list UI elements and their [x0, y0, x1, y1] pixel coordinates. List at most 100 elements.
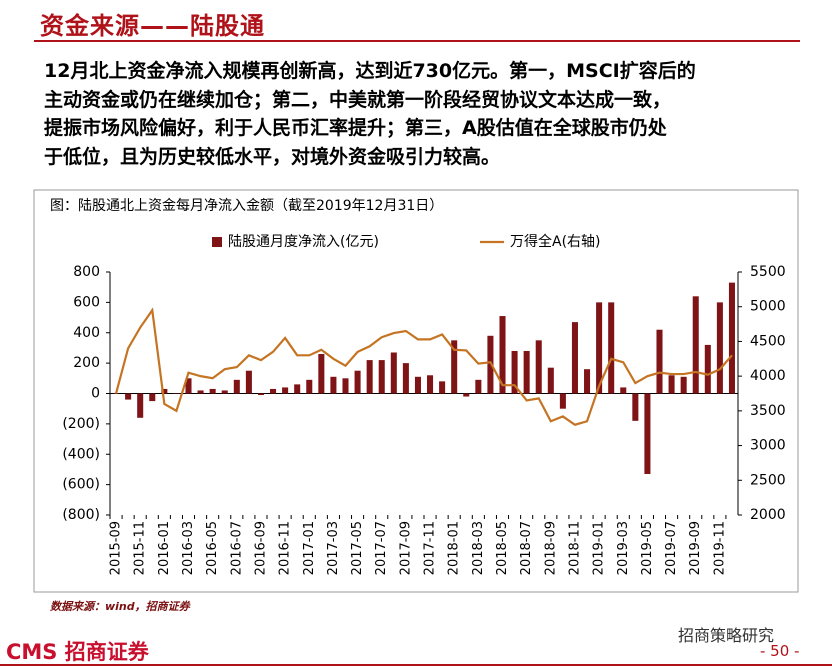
x-tick-label: 2016-09 [253, 521, 268, 575]
bar [185, 378, 192, 394]
x-tick-label: 2018-07 [519, 521, 534, 575]
footer-rule [0, 664, 832, 666]
x-tick-label: 2016-11 [278, 521, 293, 575]
bar [221, 390, 228, 394]
paragraph-line: 提振市场风险偏好，利于人民币汇率提升；第三，A股估值在全球股市仍处 [44, 117, 667, 139]
x-tick-label: 2018-09 [543, 521, 558, 575]
x-tick-label: 2017-01 [302, 521, 317, 575]
x-tick-label: 2019-01 [592, 521, 607, 575]
x-tick-label: 2015-09 [109, 521, 124, 575]
bar [608, 302, 615, 394]
bar [427, 375, 434, 394]
y-tick-label: (600) [62, 477, 100, 493]
bar [680, 376, 687, 394]
bar [390, 352, 397, 394]
x-tick-label: 2019-07 [664, 521, 679, 575]
x-tick-label: 2018-03 [471, 521, 486, 575]
y2-tick-label: 3000 [750, 438, 786, 454]
bar [330, 376, 337, 394]
y-tick-label: 200 [73, 355, 100, 371]
x-tick-label: 2016-05 [205, 521, 220, 575]
bar [318, 354, 325, 394]
page-number: - 50 - [760, 642, 800, 660]
bar [571, 322, 578, 394]
bar [716, 302, 723, 394]
bar [342, 378, 349, 394]
y2-tick-label: 5500 [750, 264, 786, 280]
bar [294, 384, 301, 394]
x-tick-label: 2017-09 [398, 521, 413, 575]
paragraph: 12月北上资金净流入规模再创新高，达到近730亿元。第一，MSCI扩容后的 主动资… [44, 57, 696, 171]
bar [257, 393, 264, 396]
bar [209, 388, 216, 394]
x-tick-label: 2018-01 [447, 521, 462, 575]
bar [402, 363, 409, 394]
y-tick-label: 400 [73, 325, 100, 341]
chart-title: 图：陆股通北上资金每月净流入金额（截至2019年12月31日） [50, 198, 443, 214]
x-tick-label: 2019-09 [688, 521, 703, 575]
bar [149, 393, 156, 402]
bar [547, 367, 554, 394]
bar [499, 316, 506, 394]
bar [523, 350, 530, 394]
bar [487, 335, 494, 394]
bar [475, 379, 482, 394]
y-tick-label: (200) [62, 416, 100, 432]
y2-tick-label: 5000 [750, 299, 786, 315]
y2-tick-label: 4000 [750, 368, 786, 384]
x-tick-label: 2019-05 [640, 521, 655, 575]
y-tick-label: 600 [73, 294, 100, 310]
bar [644, 393, 651, 474]
bar [366, 360, 373, 394]
bar [704, 344, 711, 394]
y-tick-label: (400) [62, 446, 100, 462]
bar [233, 379, 240, 394]
y2-tick-label: 2500 [750, 472, 786, 488]
bar [451, 340, 458, 394]
legend-label: 陆股通月度净流入(亿元) [228, 234, 379, 250]
legend-swatch [212, 237, 222, 247]
bar [668, 375, 675, 394]
title-rule [34, 40, 800, 42]
bar [414, 376, 421, 394]
chart-frame [33, 189, 799, 593]
bar [584, 369, 591, 394]
bar [378, 360, 385, 394]
bar [113, 393, 120, 394]
bar [245, 370, 252, 394]
y-tick-label: 0 [91, 386, 100, 402]
wechat-label: 招商策略研究 [678, 626, 775, 645]
bar [692, 296, 699, 394]
y-tick-label: 800 [73, 264, 100, 280]
bar [161, 388, 168, 394]
x-tick-label: 2019-03 [616, 521, 631, 575]
y2-tick-label: 2000 [750, 507, 786, 523]
x-tick-label: 2017-03 [326, 521, 341, 575]
x-tick-label: 2018-11 [567, 521, 582, 575]
x-tick-label: 2018-05 [495, 521, 510, 575]
source: 数据来源：wind，招商证券 [50, 600, 190, 613]
bar [306, 379, 313, 394]
bar [728, 282, 735, 394]
bar [632, 393, 639, 421]
bar [354, 370, 361, 394]
legend-label: 万得全A(右轴) [510, 233, 601, 250]
bar [656, 329, 663, 394]
x-tick-label: 2019-11 [712, 521, 727, 575]
bar [620, 387, 627, 394]
paragraph-line: 主动资金或仍在继续加仓；第二，中美就第一阶段经贸协议文本达成一致， [44, 88, 672, 111]
y2-tick-label: 3500 [750, 403, 786, 419]
bar [137, 393, 144, 418]
bar [282, 387, 289, 394]
bar [511, 350, 518, 394]
x-tick-label: 2016-03 [181, 521, 196, 575]
x-tick-label: 2015-11 [133, 521, 148, 575]
y2-tick-label: 4500 [750, 333, 786, 349]
slide-title: 资金来源——陆股通 [40, 12, 265, 40]
y-tick-label: (800) [62, 507, 100, 523]
x-tick-label: 2017-07 [374, 521, 389, 575]
x-tick-label: 2016-07 [229, 521, 244, 575]
bar [439, 381, 446, 394]
